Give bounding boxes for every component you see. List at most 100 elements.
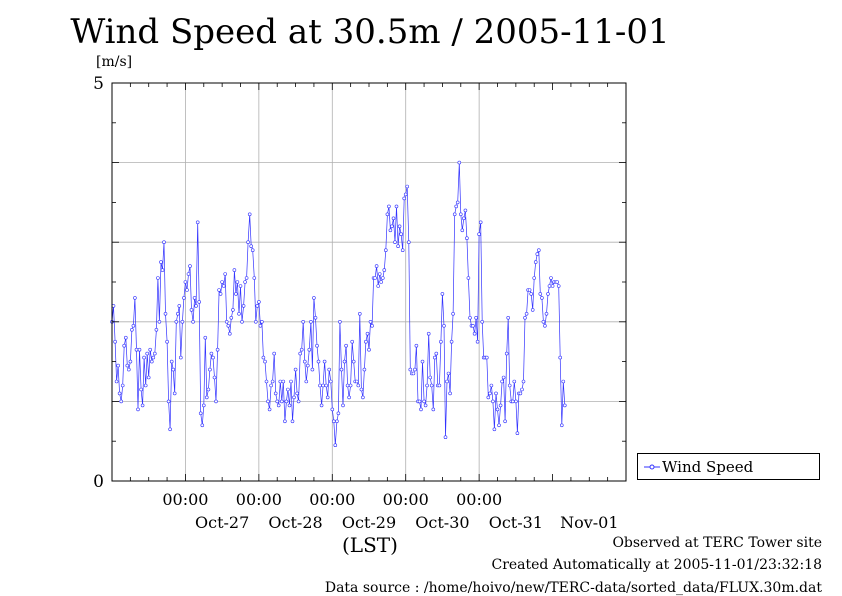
data-point [492,427,497,432]
data-point [224,319,229,324]
x-time-label: 00:00 [309,490,355,509]
data-point [272,351,277,356]
data-point [223,272,227,276]
data-point [518,391,523,396]
data-point [160,268,165,272]
data-point [344,343,348,348]
data-point [166,399,171,404]
data-point [134,347,139,352]
data-point [257,300,261,304]
data-point [445,379,449,384]
data-point [267,407,272,412]
data-point [474,315,478,320]
data-point [535,252,540,256]
data-point [471,323,475,328]
legend-label-wind-speed: Wind Speed [662,458,754,476]
data-point [185,288,189,292]
x-day-label: Oct-29 [342,513,396,532]
data-point [336,411,341,416]
x-day-label: Oct-27 [195,513,249,532]
data-point [514,399,518,404]
y-tick-label: 0 [93,472,104,492]
data-point [341,403,345,408]
data-point [520,387,524,392]
x-day-label: Nov-01 [560,513,618,532]
data-point [461,216,466,221]
data-point [194,304,198,308]
data-point [417,399,422,404]
data-point [154,327,159,332]
data-point [468,315,472,320]
wind-speed-series [110,160,567,448]
data-point [405,184,410,189]
data-point [237,311,241,316]
x-time-label: 00:00 [383,490,429,509]
data-point [420,359,425,364]
data-point [205,395,209,400]
data-point [397,224,402,229]
data-point [356,383,361,388]
data-point [426,331,431,336]
data-point [120,383,125,388]
data-point [195,220,200,225]
data-point [321,383,325,388]
data-point [368,319,373,324]
data-point [217,288,221,292]
data-point [211,355,215,360]
data-point [142,355,146,360]
data-point [292,395,296,400]
data-point [263,359,267,364]
data-point [503,419,507,424]
data-point [413,367,417,372]
data-point [136,407,140,412]
data-point [212,375,217,380]
data-point [156,276,160,280]
data-point [151,355,156,360]
data-point [498,403,503,408]
data-point [402,196,407,201]
data-point [214,399,218,404]
data-point [270,379,275,384]
data-point [128,359,133,364]
data-point [318,383,322,388]
data-point [339,367,344,372]
data-point [232,268,237,272]
legend: Wind Speed [637,453,820,480]
data-point [440,292,445,296]
data-point [367,347,371,352]
data-point [559,423,564,428]
data-point [506,315,511,320]
data-point [391,216,396,221]
data-point [150,359,154,364]
data-point [529,292,534,296]
data-point [324,383,329,388]
data-point [374,264,379,268]
data-point [206,387,211,392]
data-point [411,371,416,376]
data-point [425,383,429,388]
data-point [422,399,426,404]
data-point [309,319,313,324]
data-point [301,319,306,324]
data-point [546,292,550,296]
data-point [234,292,238,296]
data-point [226,323,231,328]
data-point [255,304,260,308]
x-axis-label: (LST) [342,533,398,557]
data-point [243,280,247,284]
data-point [558,355,563,360]
data-point [373,276,377,280]
data-point [399,232,403,236]
data-point [172,391,177,396]
data-point [319,403,324,408]
data-point [298,351,303,356]
data-point [188,264,192,268]
data-point [165,339,169,344]
data-point [457,160,462,165]
data-point [331,419,336,424]
data-point [383,248,388,252]
data-point [342,359,347,364]
data-point [254,319,258,324]
data-point [432,355,437,360]
